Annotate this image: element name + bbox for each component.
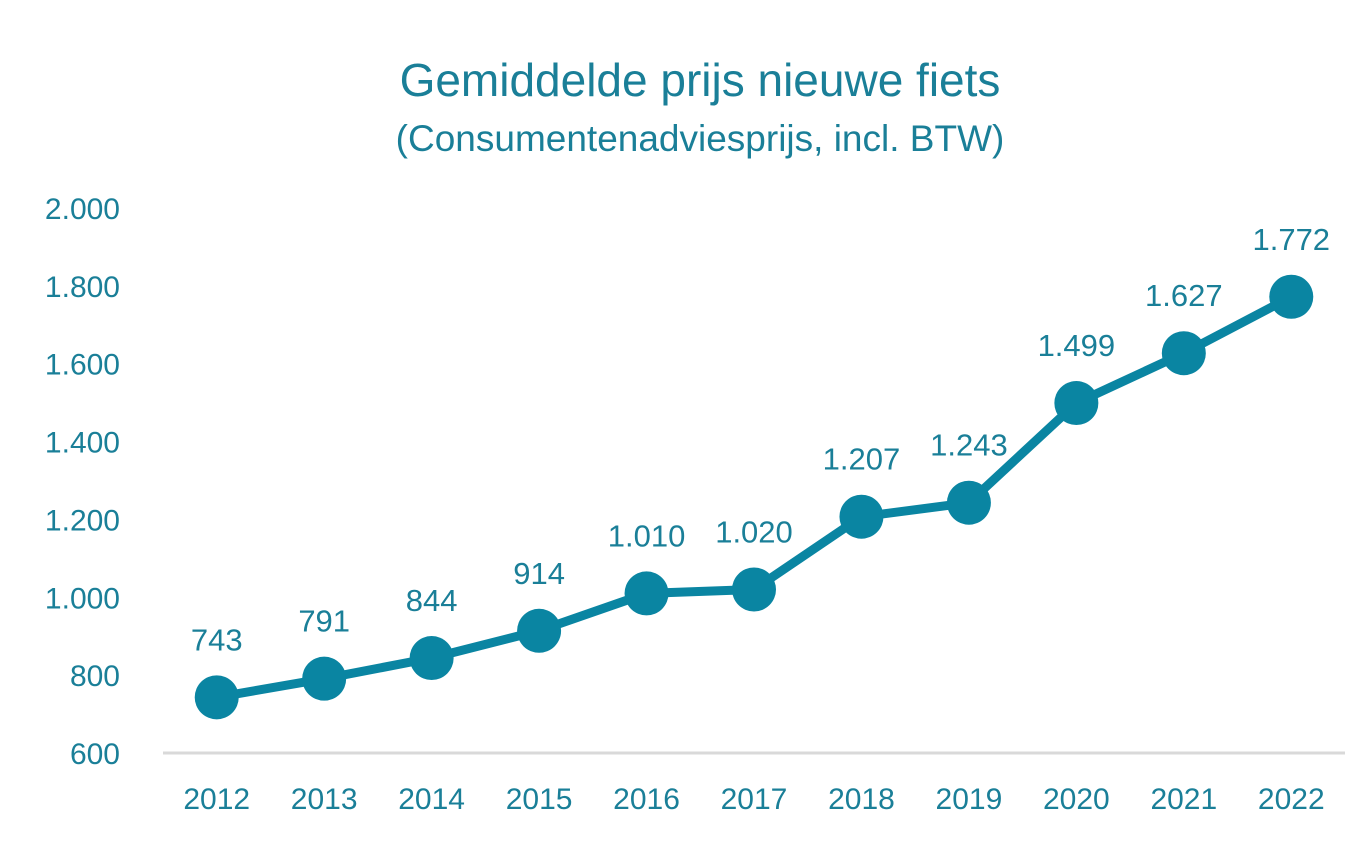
x-tick-label: 2019 [936, 783, 1003, 816]
y-tick-label: 600 [70, 738, 120, 771]
data-point [624, 571, 669, 616]
chart-title: Gemiddelde prijs nieuwe fiets [400, 54, 1001, 106]
y-tick-label: 1.200 [45, 504, 120, 537]
x-tick-label: 2016 [613, 783, 680, 816]
y-tick-label: 1.000 [45, 582, 120, 615]
y-tick-label: 800 [70, 660, 120, 693]
x-tick-label: 2018 [828, 783, 895, 816]
data-point [194, 675, 239, 720]
data-label: 1.243 [930, 428, 1008, 463]
series-price [194, 274, 1314, 720]
y-tick-label: 1.400 [45, 427, 120, 460]
x-tick-label: 2012 [183, 783, 250, 816]
data-point [409, 636, 454, 681]
x-tick-label: 2020 [1043, 783, 1110, 816]
data-label: 844 [406, 583, 458, 618]
data-label: 1.499 [1038, 328, 1116, 363]
data-label: 1.010 [608, 518, 686, 553]
x-tick-label: 2022 [1258, 783, 1325, 816]
data-label: 1.020 [715, 515, 793, 550]
y-axis: 600 800 1.000 1.200 1.400 1.600 1.800 2.000 [45, 193, 120, 771]
x-tick-label: 2015 [506, 783, 573, 816]
x-tick-label: 2017 [721, 783, 788, 816]
data-labels: 743 791 844 914 1.010 1.020 1.207 1.243 1.499 1.6… [191, 222, 1330, 658]
data-label: 1.772 [1252, 222, 1330, 257]
data-label: 1.207 [823, 442, 901, 477]
data-point [1161, 331, 1206, 376]
data-label: 743 [191, 622, 243, 657]
data-label: 1.627 [1145, 278, 1223, 313]
data-point [302, 656, 347, 701]
x-tick-label: 2021 [1150, 783, 1217, 816]
chart-subtitle: (Consumentenadviesprijs, incl. BTW) [396, 118, 1005, 159]
y-tick-label: 1.600 [45, 349, 120, 382]
series-line [212, 292, 1296, 702]
x-tick-label: 2013 [291, 783, 358, 816]
y-tick-label: 1.800 [45, 271, 120, 304]
data-point [946, 480, 991, 525]
data-point [517, 608, 562, 653]
data-point [1269, 274, 1314, 319]
data-label: 914 [513, 556, 565, 591]
data-point [1054, 381, 1099, 426]
y-tick-label: 2.000 [45, 193, 120, 226]
data-point [839, 494, 884, 539]
data-point [732, 567, 776, 612]
x-tick-label: 2014 [398, 783, 465, 816]
x-axis: 2012 2013 2014 2015 2016 2017 2018 2019 2020 2021… [163, 751, 1345, 816]
data-label: 791 [298, 604, 350, 639]
